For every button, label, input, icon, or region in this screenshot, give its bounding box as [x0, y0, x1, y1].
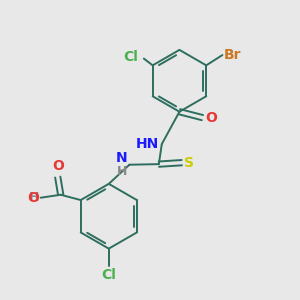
Text: O: O	[52, 159, 64, 173]
Text: S: S	[184, 156, 194, 170]
Text: Br: Br	[224, 48, 242, 62]
Text: H: H	[29, 191, 39, 204]
Text: O: O	[27, 191, 39, 205]
Text: H: H	[117, 165, 127, 178]
Text: Cl: Cl	[123, 50, 138, 64]
Text: Cl: Cl	[101, 268, 116, 282]
Text: HN: HN	[136, 137, 159, 151]
Text: O: O	[205, 111, 217, 124]
Text: N: N	[116, 151, 127, 165]
